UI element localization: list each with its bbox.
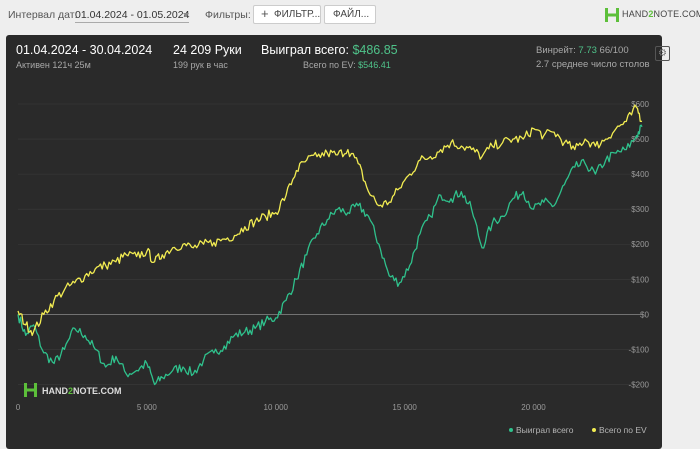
legend-ev-label: Всего по EV [599,425,647,435]
gear-icon[interactable]: ⚙ [655,46,670,61]
y-tick-label: $400 [631,170,649,179]
filter-button[interactable]: + ФИЛЬТР... [253,5,321,24]
y-tick-label: $500 [631,135,649,144]
caret-down-icon[interactable] [183,13,189,17]
active-time: Активен 121ч 25м [16,60,91,70]
legend-ev-marker [592,428,596,432]
legend-won-label: Выиграл всего [516,425,574,435]
files-button-label: ФАЙЛ... [333,9,370,20]
x-axis-ticks: 0 5 000 10 000 15 000 20 000 [16,403,547,412]
filter-button-label: ФИЛЬТР... [274,9,321,20]
period-title: 01.04.2024 - 30.04.2024 [16,43,153,57]
profit-chart: $600 $500 $400 $300 $200 $100 $0 -$100 -$200 0 5 … [16,100,650,435]
chart-panel: 01.04.2024 - 30.04.2024 Активен 121ч 25м… [6,35,670,449]
hands-per-hour: 199 рук в час [173,60,228,70]
brand-name: HAND2NOTE.COM [622,9,700,19]
y-tick-label: $600 [631,100,649,109]
plus-icon: + [261,6,269,21]
chart-series [17,104,643,386]
won-total: Выиграл всего: $486.85 [261,43,398,57]
y-tick-label: -$200 [629,380,650,389]
x-tick-label: 5 000 [137,403,158,412]
date-interval-select[interactable]: 01.04.2024 - 01.05.2024 [75,9,190,23]
avg-tables: 2.7 среднее число столов [536,59,650,70]
chart-legend: Выиграл всего Всего по EV [509,425,647,435]
hand2note-logo-icon [605,8,619,22]
ev-total-line [17,104,643,337]
won-total-value: $486.85 [352,43,398,57]
toolbar: Интервал дат: 01.04.2024 - 01.05.2024 Фи… [0,0,700,30]
x-tick-label: 0 [16,403,21,412]
winrate: Винрейт: 7.73 66/100 [536,45,629,56]
hands-count: 24 209 Руки [173,43,242,57]
ev-total: Всего по EV: $546.41 [303,60,391,70]
hand2note-watermark: HAND2NOTE.COM [24,383,122,397]
won-total-line [17,124,643,386]
y-tick-label: $100 [631,275,649,284]
y-tick-label: -$100 [629,345,650,354]
interval-label: Интервал дат: [8,9,78,21]
y-axis-ticks: $600 $500 $400 $300 $200 $100 $0 -$100 -$200 [629,100,650,389]
y-tick-label: $200 [631,240,649,249]
x-tick-label: 15 000 [392,403,417,412]
filters-label: Фильтры: [205,9,251,21]
x-tick-label: 20 000 [521,403,546,412]
x-tick-label: 10 000 [264,403,289,412]
svg-text:HAND2NOTE.COM: HAND2NOTE.COM [42,386,122,396]
ev-total-value: $546.41 [358,60,391,70]
chart-grid [18,103,642,385]
files-button[interactable]: ФАЙЛ... [324,5,376,24]
y-tick-label: $0 [640,310,649,319]
legend-won-marker [509,428,513,432]
y-tick-label: $300 [631,205,649,214]
winrate-value: 7.73 [578,45,597,56]
